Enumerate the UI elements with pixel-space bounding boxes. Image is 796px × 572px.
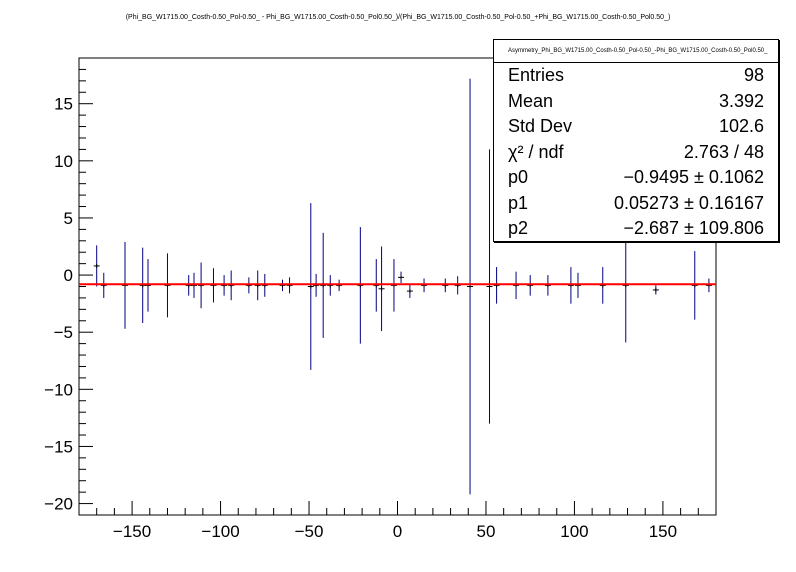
x-tick-label: 150	[649, 522, 677, 541]
stats-value: 102.6	[718, 116, 764, 136]
stats-key: p2	[508, 218, 529, 238]
stats-box-title: Asymmetry_Phi_BG_W1715.00_Costh-0.50_Pol…	[494, 40, 778, 63]
y-tick-label: −10	[44, 380, 73, 399]
x-tick-label: 100	[560, 522, 588, 541]
stats-row: p2 −2.687 ± 109.806	[494, 216, 778, 242]
stats-row: Mean 3.392	[494, 89, 778, 115]
stats-key: p0	[508, 167, 529, 187]
stats-key: χ² / ndf	[508, 141, 564, 162]
stats-row: Entries 98	[494, 63, 778, 89]
y-tick-label: −20	[44, 495, 73, 514]
y-tick-label: 10	[54, 152, 73, 171]
x-tick-label: −50	[295, 522, 324, 541]
stats-value: 0.05273 ± 0.16167	[613, 192, 764, 213]
stats-value: 2.763 / 48	[683, 141, 764, 162]
stats-row: p1 0.05273 ± 0.16167	[494, 191, 778, 217]
x-tick-label: −150	[113, 522, 151, 541]
x-tick-label: 0	[393, 522, 402, 541]
y-tick-label: 15	[54, 95, 73, 114]
stats-row: p0 −0.9495 ± 0.1062	[494, 165, 778, 191]
stats-value: 3.392	[718, 90, 764, 111]
y-tick-label: −15	[44, 437, 73, 456]
stats-key: Std Dev	[508, 116, 573, 136]
x-tick-label: −100	[201, 522, 239, 541]
plot-title: (Phi_BG_W1715.00_Costh-0.50_Pol-0.50_ - …	[125, 14, 671, 21]
stats-row: Std Dev 102.6	[494, 114, 778, 140]
stats-key: Mean	[508, 90, 554, 111]
stats-value: −2.687 ± 109.806	[623, 218, 764, 238]
y-tick-label: 5	[64, 209, 73, 228]
stats-row: χ² / ndf 2.763 / 48	[494, 140, 778, 166]
y-tick-label: −5	[54, 323, 73, 342]
stats-value: 98	[743, 65, 764, 85]
y-tick-label: 0	[64, 266, 73, 285]
x-tick-label: 50	[477, 522, 496, 541]
stats-box: Asymmetry_Phi_BG_W1715.00_Costh-0.50_Pol…	[493, 39, 779, 242]
stats-value: −0.9495 ± 0.1062	[623, 167, 764, 187]
stats-key: Entries	[508, 65, 565, 85]
stats-key: p1	[508, 192, 529, 213]
